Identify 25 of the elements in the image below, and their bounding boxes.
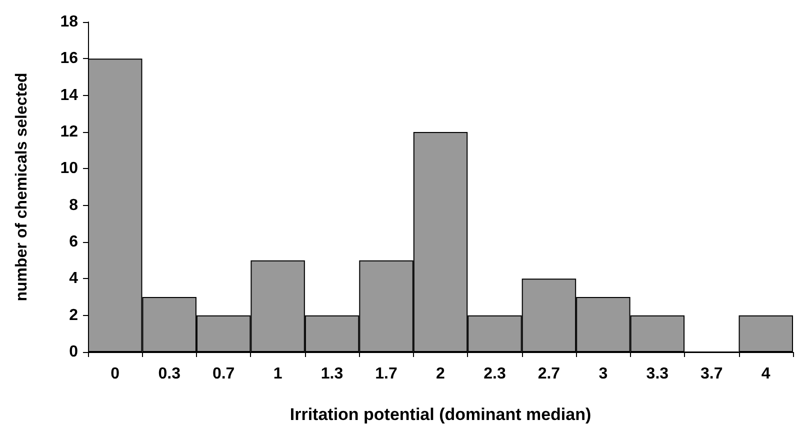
y-tick-label: 2: [69, 306, 78, 324]
x-tick-label: 3.7: [700, 366, 723, 382]
y-tick-label: 0: [69, 344, 78, 360]
x-tick-label: 2.7: [538, 366, 560, 382]
x-tick-label: 0.3: [158, 366, 181, 382]
y-tick-label: 18: [60, 14, 78, 30]
y-tick-label: 8: [69, 196, 78, 214]
y-tick-label: 16: [60, 50, 78, 68]
x-axis-title: Irritation potential (dominant median): [290, 405, 592, 424]
x-tick-label: 0: [110, 366, 120, 382]
y-axis-title: number of chemicals selected: [14, 72, 30, 302]
x-tick-label: 0.7: [212, 366, 235, 382]
y-tick-label: 14: [60, 86, 78, 104]
y-tick-label: 4: [69, 270, 78, 288]
x-tick-label: 2.3: [484, 366, 506, 382]
x-tick-label: 3.3: [646, 366, 669, 382]
x-tick-label: 1: [273, 366, 282, 382]
x-tick-label: 2: [436, 366, 446, 382]
y-tick-label: 12: [60, 124, 78, 140]
x-tick-label: 1.7: [375, 366, 398, 382]
y-tick-label: 10: [60, 160, 78, 178]
x-tick-label: 1.3: [320, 366, 344, 382]
y-tick-label: 6: [69, 234, 78, 250]
x-tick-label: 3: [598, 366, 608, 382]
x-tick-label: 4: [761, 366, 770, 382]
